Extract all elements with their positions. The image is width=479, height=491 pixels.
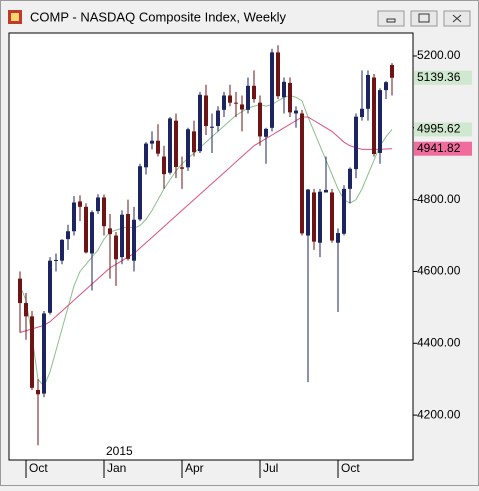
y-tick-label: 4200.00 <box>417 407 461 421</box>
average-line <box>19 94 393 388</box>
candle-body <box>312 192 316 242</box>
price-label-bg <box>414 70 472 85</box>
candle-body <box>258 102 262 137</box>
candle-body <box>204 95 208 127</box>
average-line <box>19 116 393 333</box>
x-tick-label: Oct <box>29 461 48 475</box>
candle-body <box>294 110 298 114</box>
window-title: COMP - NASDAQ Composite Index, Weekly <box>30 9 286 24</box>
candle-body <box>60 239 64 261</box>
candle-body <box>300 113 304 234</box>
candle-body <box>66 231 70 240</box>
candle-body <box>90 212 94 254</box>
candle-body <box>162 156 166 175</box>
app-icon-inner <box>11 13 19 21</box>
candle-body <box>114 235 118 260</box>
minimize-button[interactable] <box>377 10 405 27</box>
candle-body <box>72 202 76 232</box>
candle-body <box>222 95 226 110</box>
candle-body <box>324 189 328 193</box>
candle-body <box>180 167 184 169</box>
candle-body <box>306 189 310 236</box>
x-tick-label: Oct <box>341 461 360 475</box>
candle-body <box>264 128 268 137</box>
candle-body <box>372 77 376 155</box>
price-label-bg <box>414 141 472 156</box>
candle-body <box>36 389 40 395</box>
maximize-button[interactable] <box>410 10 438 27</box>
candle-body <box>282 81 286 98</box>
price-label: 4995.62 <box>417 122 461 136</box>
y-tick-label: 4600.00 <box>417 264 461 278</box>
plot-area <box>8 32 414 461</box>
candle-body <box>330 192 334 241</box>
candle-body <box>18 278 22 304</box>
price-label-bg <box>414 122 472 137</box>
candle-body <box>378 90 382 153</box>
candle-body <box>96 197 100 212</box>
candle-body <box>144 143 148 168</box>
price-label: 4941.82 <box>417 141 461 155</box>
candle-body <box>138 166 142 220</box>
candle-body <box>198 94 202 152</box>
candle-body <box>78 201 82 207</box>
candle-body <box>216 110 220 127</box>
candle-body <box>192 131 196 153</box>
candle-body <box>174 120 178 167</box>
candle-body <box>156 140 160 154</box>
candle-body <box>348 168 352 189</box>
candle-body <box>384 82 388 91</box>
x-tick-label: Jan <box>107 461 126 475</box>
year-label: 2015 <box>106 444 133 458</box>
y-tick-label: 4800.00 <box>417 192 461 206</box>
candle-body <box>240 104 244 110</box>
candle-body <box>366 75 370 109</box>
candle-body <box>252 85 256 100</box>
candle-body <box>318 191 322 243</box>
price-label: 5139.36 <box>417 70 461 84</box>
candle-body <box>126 213 130 259</box>
candle-body <box>48 260 52 313</box>
candle-body <box>30 316 34 388</box>
y-tick-label: 4400.00 <box>417 335 461 349</box>
candle-body <box>288 82 292 113</box>
candle-body <box>84 206 88 253</box>
candle-body <box>132 219 136 261</box>
candle-body <box>24 303 28 317</box>
candle-body <box>42 313 46 394</box>
candle-body <box>246 85 250 110</box>
candle-body <box>270 52 274 128</box>
close-button[interactable] <box>443 10 471 27</box>
candle-body <box>210 126 214 128</box>
candle-body <box>360 108 364 118</box>
candle-body <box>234 102 238 104</box>
candle-body <box>168 118 172 173</box>
candle-body <box>120 214 124 258</box>
candle-body <box>390 64 394 78</box>
candle-body <box>108 228 112 235</box>
candle-body <box>150 140 154 144</box>
candle-body <box>228 95 232 103</box>
candle-body <box>276 52 280 97</box>
candle-body <box>354 116 358 170</box>
x-tick-label: Apr <box>185 461 204 475</box>
candle-body <box>54 259 58 261</box>
y-tick-label: 5200.00 <box>417 48 461 62</box>
candle-body <box>342 188 346 234</box>
x-tick-label: Jul <box>263 461 278 475</box>
candle-body <box>102 197 106 227</box>
candle-body <box>186 129 190 168</box>
candle-body <box>336 233 340 243</box>
